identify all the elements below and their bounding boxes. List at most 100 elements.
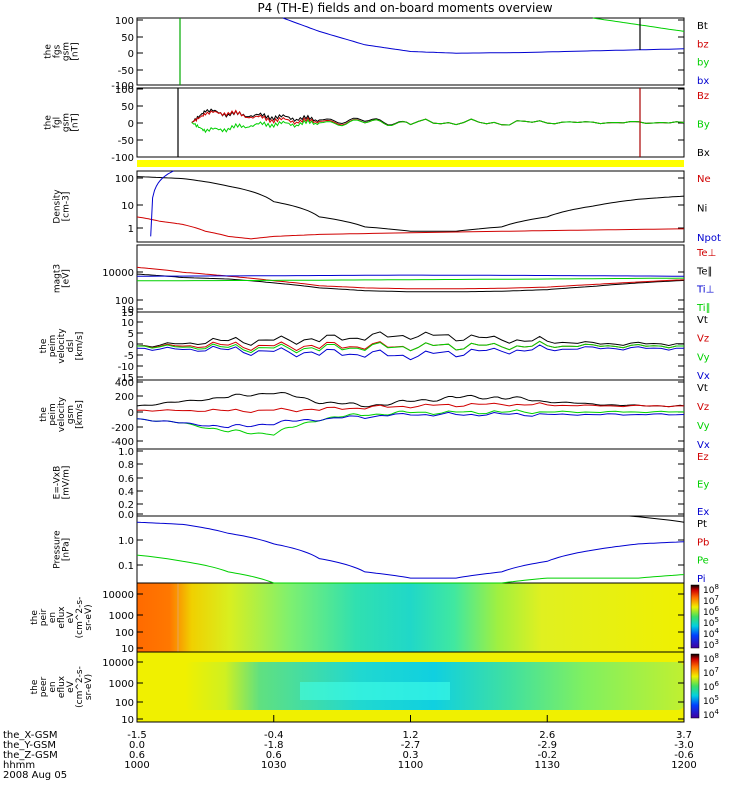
y-axis-label: gsm — [66, 405, 76, 424]
y-tick-label: 1.0 — [118, 536, 134, 547]
y-axis-label: eV — [66, 611, 76, 624]
legend-Pe: Pe — [697, 556, 709, 567]
colorbar-label: 105 — [703, 694, 719, 707]
panel-frame — [136, 87, 685, 158]
y-tick-label: 10 — [121, 644, 134, 655]
series-velocity_dsl-Vy — [136, 340, 684, 354]
chart-title: P4 (TH-E) fields and on-board moments ov… — [257, 1, 552, 15]
y-tick-label: 5 — [128, 329, 134, 340]
legend-Vy: Vy — [697, 421, 710, 432]
legend-Vx: Vx — [697, 440, 710, 451]
panel-frame — [136, 448, 685, 517]
footer-value-x: -1.5 — [127, 730, 147, 741]
colorbar — [690, 653, 700, 719]
series-fgs-by — [592, 17, 685, 32]
y-axis-label: gsm — [62, 42, 72, 61]
y-tick-label: 0 — [128, 49, 134, 60]
y-axis-label: the — [44, 115, 54, 130]
y-tick-label: 50 — [121, 33, 134, 44]
panel-fgl: 100 50 0 -50 -100 the fgl gsm [nT] Bz By Bx — [44, 85, 710, 164]
data-quality-bar — [137, 160, 684, 167]
series-pressure-Pi — [136, 521, 685, 579]
legend-bx: bx — [697, 76, 709, 87]
panel-frame — [136, 515, 685, 584]
footer-row-label: hhmm — [3, 760, 35, 771]
y-axis-label: dsl — [66, 340, 76, 353]
y-axis-label: [eV] — [62, 269, 72, 288]
panel-peir: 10000 1000 100 10 the peir en eflux eV (cm^2-s-sr… — [30, 582, 719, 655]
y-axis-label: eV — [66, 680, 76, 693]
legend-Ti⊥: Ti⊥ — [696, 285, 714, 296]
y-tick-label: 0.0 — [118, 510, 134, 521]
y-axis-label: peim — [48, 403, 58, 426]
legend-Ni: Ni — [697, 204, 707, 215]
series-velocity_dsl-Vt — [136, 331, 684, 348]
y-axis-label: [mV/m] — [62, 466, 72, 500]
legend-Bz: Bz — [697, 91, 709, 102]
y-tick-label: 50 — [121, 102, 134, 113]
footer-value-hhmm: 1030 — [261, 760, 286, 771]
y-axis-label: (cm^2-s- — [75, 597, 85, 639]
y-tick-label: 0.6 — [118, 474, 134, 485]
footer-value-y: -2.9 — [537, 740, 557, 751]
panel-frame — [136, 170, 685, 243]
y-tick-label: 100 — [115, 85, 134, 96]
y-axis-label: fgs — [53, 44, 63, 58]
y-tick-label: 1000 — [109, 679, 134, 690]
footer-row-label: the_X-GSM — [3, 730, 57, 741]
peir-spectrogram — [137, 583, 684, 652]
legend-Vx: Vx — [697, 371, 710, 382]
y-tick-label: 15 — [121, 308, 134, 319]
y-tick-label: 100 — [115, 628, 134, 639]
y-axis-label: [km/s] — [75, 400, 85, 429]
y-axis-label: [nT] — [71, 42, 81, 60]
legend-by: by — [697, 58, 709, 69]
legend-Ti∥: Ti∥ — [696, 303, 711, 314]
legend-Pb: Pb — [697, 537, 709, 548]
panel-fgs: 100 50 0 -50 -100 the fgs gsm [nT] Bt bz by bx — [44, 16, 710, 92]
colorbar — [690, 584, 700, 649]
series-pressure-Pe — [136, 554, 685, 584]
y-axis-label: magt3 — [53, 264, 63, 293]
panel-velocity_gsm: 400 200 0 -200 -400 the peim velocity gsm [km/s] V… — [39, 378, 710, 451]
colorbar-label: 107 — [703, 666, 719, 679]
y-tick-label: -15 — [118, 373, 134, 384]
y-tick-label: 10 — [121, 715, 134, 726]
y-axis-label: the — [39, 407, 49, 422]
y-tick-label: 100 — [115, 296, 134, 307]
y-tick-label: 0 — [128, 340, 134, 351]
y-tick-label: 10 — [121, 305, 134, 316]
legend-Te⊥: Te⊥ — [696, 248, 716, 259]
y-tick-label: 0.2 — [118, 500, 134, 511]
y-axis-label: [km/s] — [75, 332, 85, 361]
series-temp-Te∥ — [136, 273, 685, 293]
y-axis-label: the — [30, 679, 40, 694]
series-velocity_gsm-Vz — [137, 402, 684, 414]
y-axis-label: the — [44, 44, 54, 59]
legend-Pt: Pt — [697, 519, 707, 530]
y-tick-label: 1 — [128, 224, 134, 235]
y-tick-label: 0.1 — [118, 561, 134, 572]
series-density-Npot — [150, 170, 174, 237]
legend-bz: bz — [697, 39, 709, 50]
y-axis-label: [nPa] — [62, 538, 72, 561]
y-tick-label: -10 — [118, 362, 134, 373]
footer-row-label: the_Z-GSM — [3, 750, 58, 761]
panel-frame — [136, 17, 685, 86]
y-tick-label: -100 — [111, 81, 134, 92]
y-tick-label: 100 — [115, 174, 134, 185]
y-axis-label: E=-VxB — [53, 466, 63, 500]
y-tick-label: 10000 — [102, 590, 134, 601]
legend-Vz: Vz — [697, 334, 709, 345]
y-axis-label: peer — [39, 676, 49, 697]
panel-efield: 1.0 0.8 0.6 0.4 0.20.0 E=-VxB [mV/m] Ez Ey Ex — [53, 447, 710, 521]
footer-value-z: 0.3 — [403, 750, 419, 761]
series-velocity_gsm-Vy — [136, 409, 684, 436]
y-axis-label: sr-eV) — [84, 674, 94, 700]
y-tick-label: 400 — [115, 378, 134, 389]
y-tick-label: 1.0 — [118, 447, 134, 458]
y-axis-label: sr-eV) — [84, 604, 94, 630]
